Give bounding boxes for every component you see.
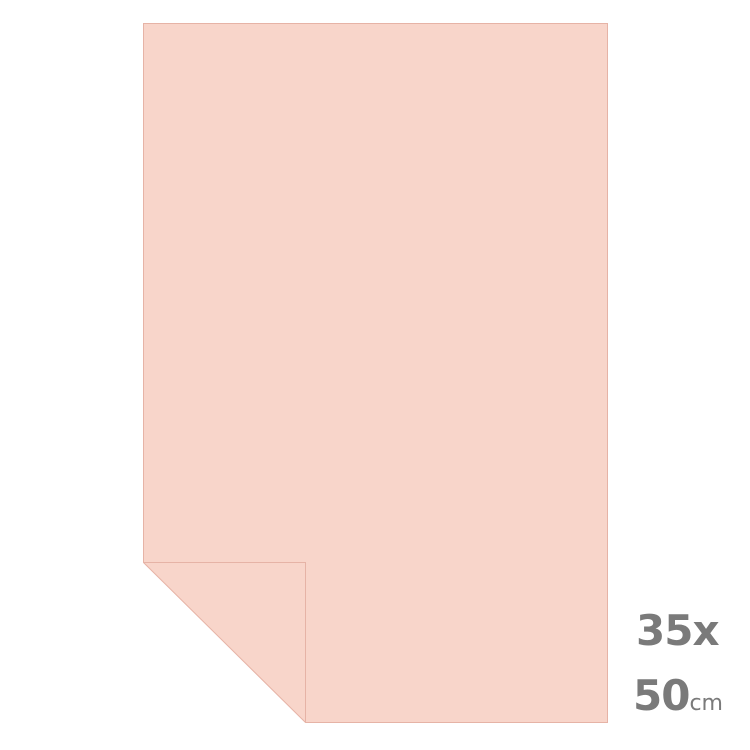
size-height-value: 50 (633, 671, 690, 720)
size-width-label: 35x (636, 606, 720, 655)
folded-corner (143, 562, 306, 723)
paper-sheet (143, 23, 608, 723)
size-unit: cm (689, 691, 723, 716)
size-height-label: 50cm (633, 675, 723, 717)
